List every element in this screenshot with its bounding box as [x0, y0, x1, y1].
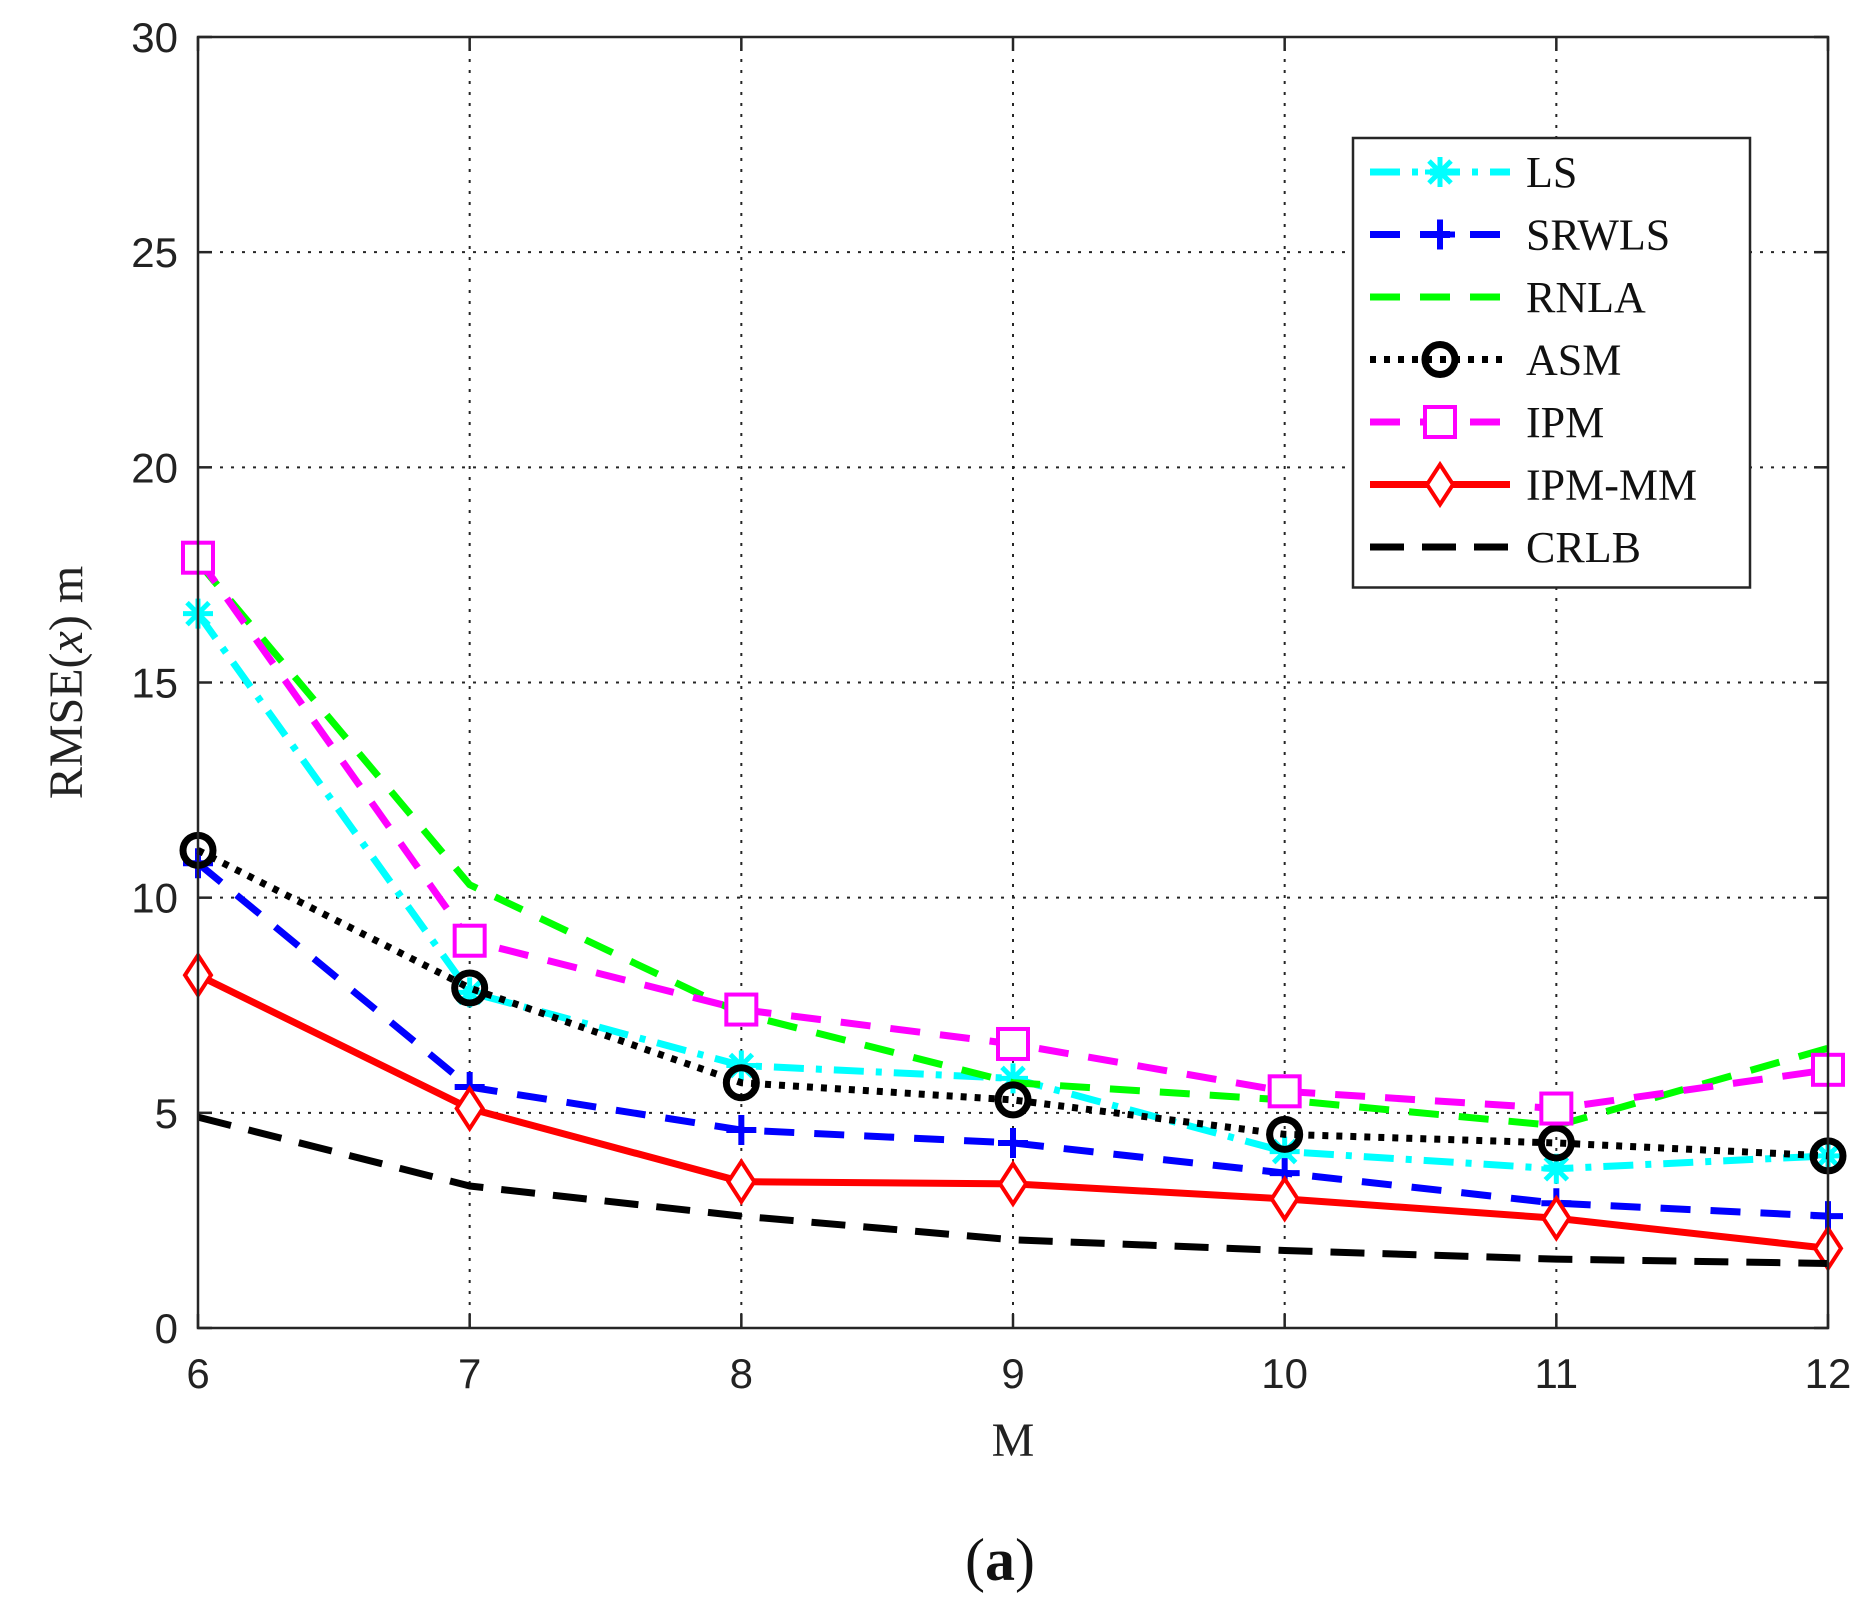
legend-item-crlb: CRLB: [1370, 523, 1641, 572]
data-point: [1266, 1115, 1304, 1153]
y-axis-label: RMSE(x) m: [40, 566, 93, 799]
series-crlb: [197, 1113, 1829, 1267]
figure-caption: (a): [965, 1527, 1035, 1593]
legend-box: [1351, 136, 1752, 589]
y-tick-label: 10: [131, 875, 178, 922]
y-tick-label: 25: [131, 229, 178, 276]
data-point: [452, 923, 487, 958]
legend-label: CRLB: [1526, 523, 1641, 572]
legend-item-ipm-mm: IPM-MM: [1370, 461, 1697, 510]
data-point: [1267, 1074, 1302, 1109]
data-point: [454, 977, 485, 1008]
y-tick-label: 20: [131, 444, 178, 491]
data-point: [998, 1127, 1028, 1158]
data-point: [1539, 1091, 1574, 1126]
y-axis-label-prefix: RMSE(: [40, 652, 93, 799]
x-tick-label: 7: [458, 1350, 481, 1397]
legend-label: RNLA: [1526, 273, 1646, 322]
data-point: [997, 1160, 1029, 1208]
x-tick-label: 11: [1535, 1350, 1579, 1397]
caption-open-paren: (: [965, 1527, 985, 1593]
legend-label: IPM: [1526, 398, 1604, 447]
y-tick-label: 15: [131, 660, 178, 707]
legend-item-asm: ASM: [1370, 336, 1621, 385]
legend-label: SRWLS: [1526, 211, 1670, 260]
legend-item-rnla: RNLA: [1370, 273, 1646, 322]
data-point: [454, 1084, 486, 1133]
data-point: [726, 1115, 757, 1146]
data-point: [722, 1064, 760, 1102]
legend-label: IPM-MM: [1526, 461, 1697, 510]
x-axis-label: M: [992, 1414, 1035, 1467]
y-tick-label: 30: [131, 14, 178, 61]
x-tick-label: 6: [186, 1350, 209, 1397]
legend-marker: [1425, 219, 1455, 250]
x-tick-label: 8: [730, 1350, 753, 1397]
legend-item-srwls: SRWLS: [1370, 211, 1670, 260]
series-line: [197, 1113, 1829, 1267]
data-point: [1537, 1124, 1575, 1162]
legend-marker: [1425, 157, 1455, 187]
data-point: [725, 1158, 757, 1206]
legend-marker: [1421, 341, 1459, 378]
x-tick-label: 12: [1805, 1350, 1852, 1397]
legend-marker: [1424, 460, 1456, 509]
data-point: [724, 992, 759, 1027]
data-point: [996, 1026, 1030, 1061]
y-axis-label-suffix: ) m: [40, 566, 93, 631]
data-point: [998, 1063, 1028, 1094]
y-tick-label: 5: [155, 1090, 178, 1137]
legend-marker: [1423, 405, 1457, 439]
legend-item-ls: LS: [1370, 148, 1577, 197]
tick-labels: 6 7 8 9 10 11 12 0 5 10 15 20 25 30: [131, 14, 1851, 1397]
data-point: [994, 1081, 1032, 1119]
data-point: [1540, 1194, 1572, 1242]
x-tick-label: 9: [1001, 1350, 1024, 1397]
legend-label: ASM: [1526, 336, 1621, 385]
data-point: [1541, 1153, 1572, 1184]
legend: LS SRWLS RNLA ASM IPM IPM-MM CRLB: [1351, 136, 1752, 589]
data-point: [451, 969, 489, 1007]
caption-letter: a: [985, 1527, 1015, 1593]
legend-item-ipm: IPM: [1370, 398, 1604, 447]
y-axis-label-variable: x: [40, 631, 93, 653]
x-tick-label: 10: [1261, 1350, 1308, 1397]
caption-close-paren: ): [1015, 1527, 1035, 1593]
axis-ticks: [196, 35, 1830, 1330]
legend-label: LS: [1526, 148, 1577, 197]
data-point: [1269, 1175, 1301, 1223]
y-tick-label: 0: [155, 1305, 178, 1352]
